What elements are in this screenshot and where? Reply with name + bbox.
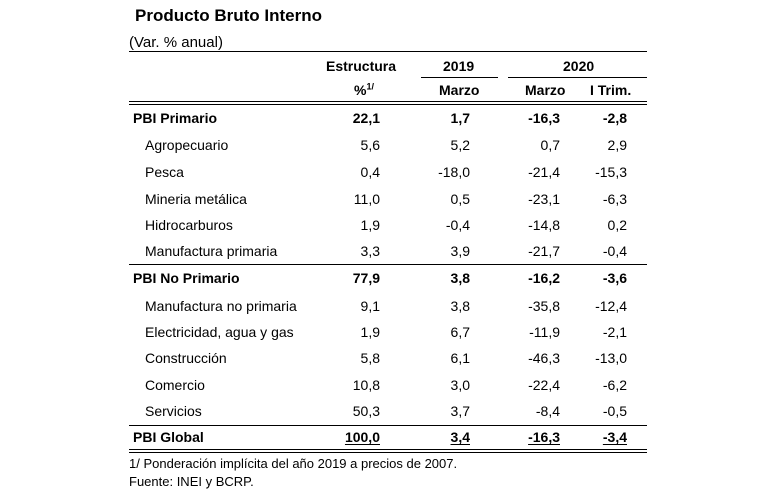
row-value: 0,7: [540, 137, 560, 153]
row-label: PBI No Primario: [133, 270, 240, 286]
row-value: -16,3: [528, 429, 560, 445]
row-label: Construcción: [145, 350, 227, 366]
row-value: 3,9: [450, 243, 470, 259]
row-value: -15,3: [595, 164, 627, 180]
row-label: Mineria metálica: [145, 191, 247, 207]
row-value: -22,4: [528, 377, 560, 393]
row-value: -11,9: [529, 324, 560, 340]
row-value: 1,7: [450, 110, 470, 126]
row-value: -2,1: [602, 324, 627, 340]
row-value: -46,3: [528, 350, 560, 366]
row-value: 0,2: [607, 217, 627, 233]
row-value: -6,3: [602, 191, 627, 207]
row-value: 3,4: [450, 429, 470, 445]
row-value: 5,2: [450, 137, 470, 153]
footnote-source: Fuente: INEI y BCRP.: [129, 474, 254, 489]
row-label: Electricidad, agua y gas: [145, 324, 294, 340]
row-value: 10,8: [352, 377, 380, 393]
row-value: -35,8: [528, 298, 560, 314]
row-value: -21,4: [528, 164, 560, 180]
row-value: -16,2: [528, 270, 560, 286]
row-value: 3,3: [360, 243, 380, 259]
row-value: -8,4: [535, 403, 560, 419]
row-value: -12,4: [595, 298, 627, 314]
header-2019: 2019: [443, 58, 475, 74]
row-label: Hidrocarburos: [145, 217, 233, 233]
row-value: 3,0: [450, 377, 470, 393]
row-value: 6,1: [450, 350, 470, 366]
row-value: -21,7: [528, 243, 560, 259]
row-value: 6,7: [450, 324, 470, 340]
separator-global-top: [129, 425, 647, 426]
row-value: 1,9: [360, 324, 380, 340]
row-value: 0,5: [450, 191, 470, 207]
row-label: PBI Global: [133, 429, 204, 445]
row-value: 11,0: [353, 191, 380, 207]
row-label: Agropecuario: [145, 137, 229, 153]
row-value: -2,8: [602, 110, 627, 126]
row-value: 5,8: [360, 350, 380, 366]
row-value: -3,4: [602, 429, 627, 445]
row-label: Servicios: [145, 403, 202, 419]
header-percent-text: %: [354, 82, 367, 98]
footnote-1: 1/ Ponderación implícita del año 2019 a …: [129, 456, 458, 471]
header-2020-rule: [508, 77, 647, 78]
separator-global-bottom-2: [129, 452, 647, 453]
header-estructura: Estructura: [326, 58, 397, 74]
row-label: Manufactura primaria: [145, 243, 278, 259]
row-value: 3,8: [450, 298, 470, 314]
header-percent-footnote-mark: 1/: [366, 81, 374, 92]
row-value: -0,4: [602, 243, 627, 259]
row-label: Comercio: [145, 377, 205, 393]
row-value: -18,0: [438, 164, 470, 180]
row-value: -14,8: [528, 217, 560, 233]
row-value: 3,8: [450, 270, 470, 286]
row-value: -23,1: [528, 191, 560, 207]
row-value: 0,4: [360, 164, 380, 180]
header-2019-rule: [421, 77, 498, 78]
row-value: 1,9: [360, 217, 380, 233]
row-value: 50,3: [352, 403, 380, 419]
table-title: Producto Bruto Interno: [135, 6, 322, 25]
row-label: Manufactura no primaria: [145, 298, 297, 314]
row-value: 9,1: [360, 298, 380, 314]
row-value: -13,0: [595, 350, 627, 366]
separator-global-bottom-1: [129, 449, 647, 450]
header-itrim: I Trim.: [590, 82, 632, 98]
row-label: Pesca: [145, 164, 184, 180]
row-value: -3,6: [602, 270, 627, 286]
row-value: -16,3: [528, 110, 560, 126]
row-value: 22,1: [352, 110, 380, 126]
header-2020: 2020: [563, 58, 595, 74]
row-value: 3,7: [450, 403, 470, 419]
row-value: 100,0: [344, 429, 380, 445]
header-marzo-2020: Marzo: [525, 82, 566, 98]
header-percent: %1/: [354, 82, 374, 98]
header-marzo-2019: Marzo: [439, 82, 480, 98]
table-subtitle: (Var. % anual): [129, 34, 223, 51]
header-rule-1: [129, 101, 647, 102]
row-label: PBI Primario: [133, 110, 218, 126]
row-value: -0,4: [445, 217, 470, 233]
row-value: 77,9: [352, 270, 380, 286]
row-value: -6,2: [602, 377, 627, 393]
separator-no-primario: [129, 264, 647, 265]
row-value: 5,6: [360, 137, 380, 153]
row-value: 2,9: [607, 137, 627, 153]
header-rule-2: [129, 104, 647, 105]
row-value: -0,5: [602, 403, 627, 419]
top-rule: [129, 51, 647, 52]
